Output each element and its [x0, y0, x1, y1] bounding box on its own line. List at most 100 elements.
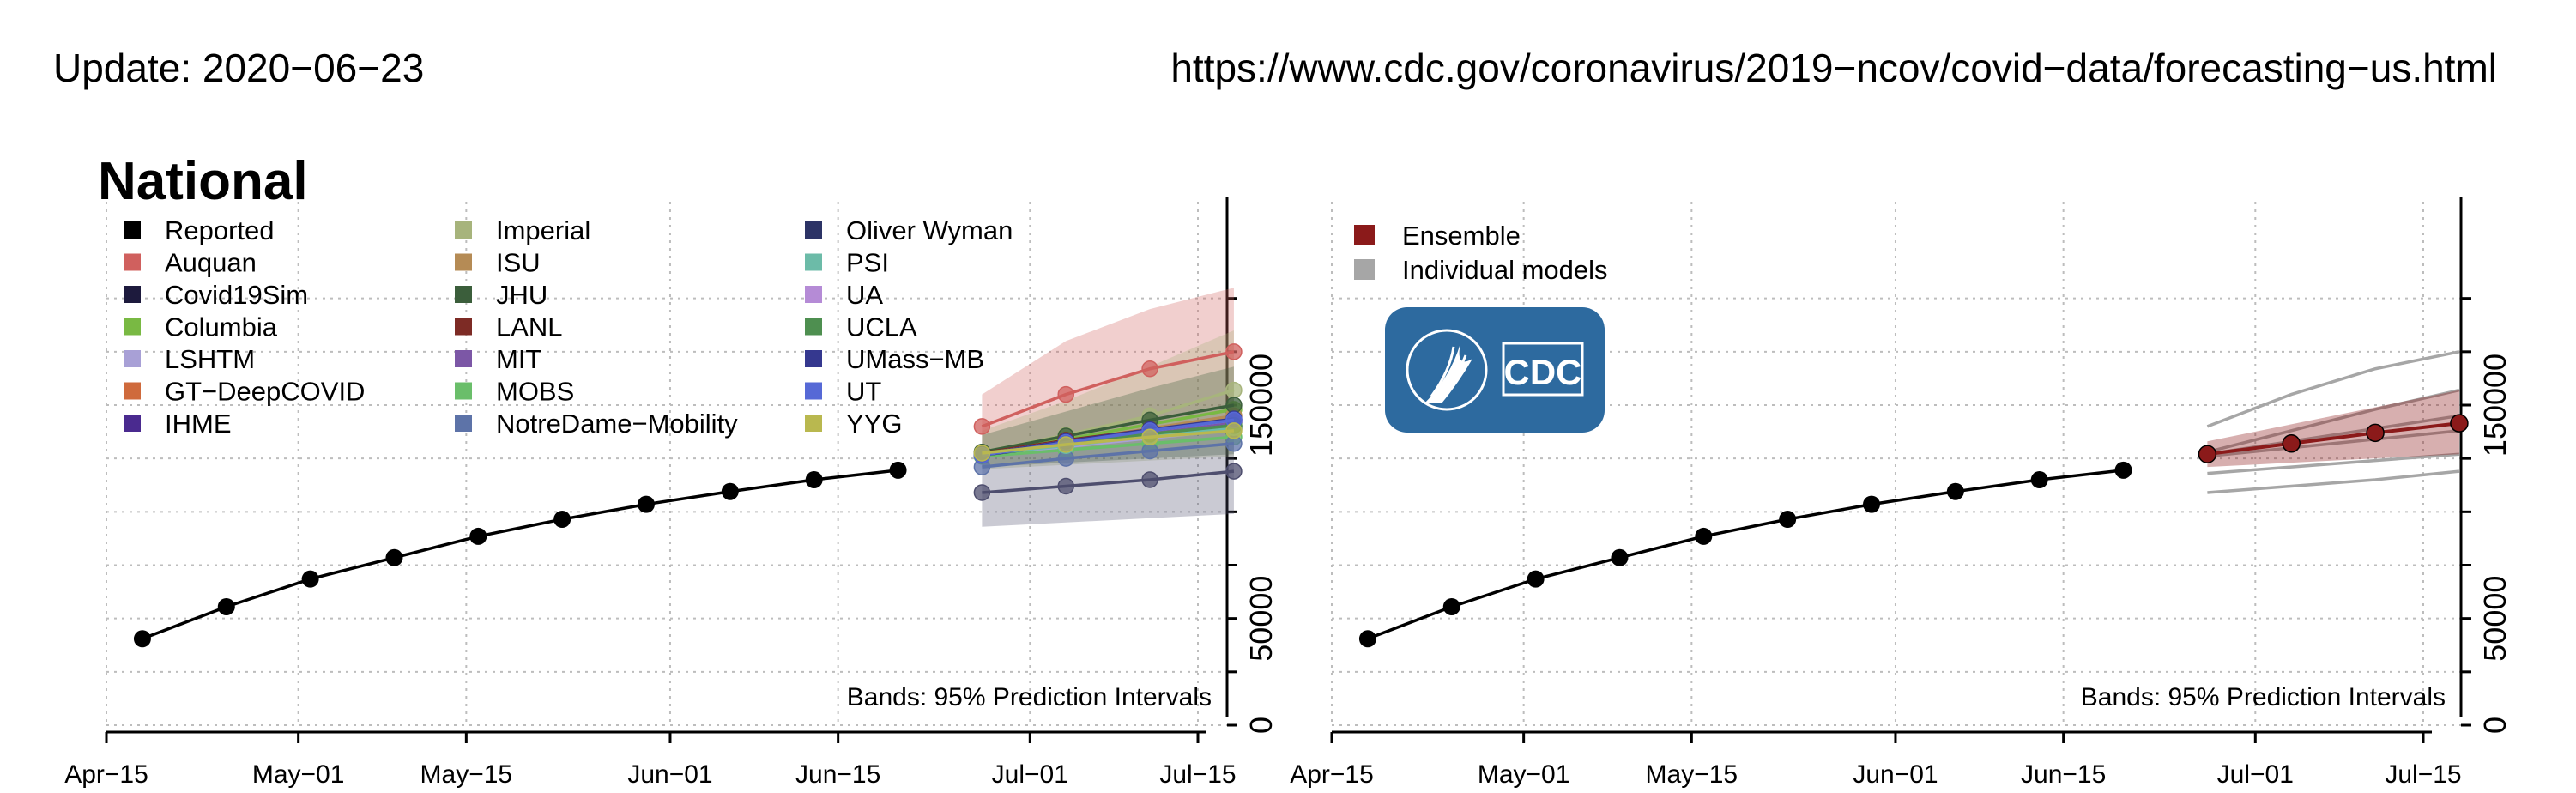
- forecast-point: [1141, 442, 1158, 460]
- x-tick-label: May−01: [1478, 760, 1570, 789]
- forecast-point: [973, 445, 991, 462]
- forecast-line: [981, 350, 1235, 428]
- forecast-point: [973, 484, 991, 501]
- legend-label: ISU: [496, 248, 541, 278]
- legend-swatch: [124, 318, 141, 336]
- legend-swatch: [805, 286, 822, 303]
- legend-swatch: [805, 415, 822, 432]
- ensemble-panel: Apr−15 May−01 May−15 Jun−01 Jun−15 Jul−01 Jul−…: [1290, 197, 2513, 789]
- legend-label: Covid19Sim: [165, 280, 308, 310]
- reported-point: [889, 461, 907, 479]
- reported-line: [142, 469, 898, 640]
- ensemble-point: [2198, 445, 2217, 463]
- legend-label: UA: [846, 280, 883, 310]
- legend-swatch: [805, 221, 822, 239]
- x-tick-label: Jul−15: [1159, 760, 1236, 789]
- legend-swatch: [124, 253, 141, 271]
- forecast-point: [1141, 471, 1158, 488]
- reported-point: [1611, 548, 1629, 566]
- ensemble-point: [2282, 434, 2301, 453]
- x-tick-label: Apr−15: [1290, 760, 1374, 789]
- legend-label: UMass−MB: [846, 344, 984, 374]
- x-tick-label: May−15: [1646, 760, 1738, 789]
- legend-swatch: [455, 253, 472, 271]
- x-tick-label: May−01: [252, 760, 345, 789]
- legend-swatch: [124, 350, 141, 367]
- forecast-point: [1057, 436, 1074, 453]
- legend-label: YYG: [846, 409, 902, 439]
- source-url[interactable]: https://www.cdc.gov/coronavirus/2019−nco…: [1170, 45, 2497, 90]
- ensemble-point: [2366, 423, 2385, 443]
- reported-point: [721, 482, 739, 500]
- legend-label: UCLA: [846, 312, 917, 342]
- reported-point: [385, 548, 403, 566]
- x-tick-label: Jun−01: [1853, 760, 1938, 789]
- legend-label: LSHTM: [165, 344, 255, 374]
- y-tick-label: 150000: [2477, 354, 2513, 457]
- cdc-wordmark: CDC: [1504, 352, 1582, 392]
- legend-label: LANL: [496, 312, 563, 342]
- reported-point: [805, 471, 823, 489]
- legend-label: MOBS: [496, 377, 574, 407]
- x-tick-label: Jun−15: [2021, 760, 2106, 789]
- reported-point: [1946, 482, 1964, 500]
- forecast-line: [982, 429, 1235, 455]
- x-tick-label: May−15: [420, 760, 513, 789]
- forecast-point: [1141, 360, 1158, 378]
- reported-point: [217, 597, 235, 615]
- forecast-line: [982, 469, 1235, 494]
- forecast-point: [1225, 343, 1243, 360]
- forecast-point: [1057, 477, 1074, 495]
- update-date: Update: 2020−06−23: [53, 45, 425, 90]
- legend-swatch: [805, 382, 822, 400]
- legend-label: PSI: [846, 248, 889, 278]
- legend-label: Individual models: [1402, 255, 1608, 285]
- legend-label: UT: [846, 377, 881, 407]
- y-tick-label: 50000: [2477, 576, 2513, 662]
- forecast-point: [1225, 381, 1243, 399]
- legend-swatch: [805, 318, 822, 336]
- legend-swatch: [455, 350, 472, 367]
- panel-title: National: [98, 152, 308, 211]
- legend-swatch: [455, 382, 472, 400]
- legend-label: Imperial: [496, 215, 590, 245]
- reported-point: [1358, 630, 1376, 648]
- hhs-eagle-wing: [1424, 343, 1472, 403]
- y-tick-label: 50000: [1243, 576, 1279, 662]
- reported-point: [1527, 570, 1545, 588]
- x-tick-label: Jun−15: [795, 760, 880, 789]
- reported-line: [1367, 469, 2124, 640]
- forecast-point: [973, 418, 991, 435]
- legend-label: Oliver Wyman: [846, 215, 1013, 245]
- cdc-wordmark-frame: [1502, 342, 1584, 396]
- ensemble-line: [2207, 421, 2460, 457]
- x-tick-label: Jul−15: [2385, 760, 2461, 789]
- x-tick-label: Jul−01: [992, 760, 1068, 789]
- x-tick-label: Jul−01: [2217, 760, 2294, 789]
- legend-label: IHME: [165, 409, 232, 439]
- forecast-line: [982, 435, 1235, 458]
- legend-label: Ensemble: [1402, 221, 1521, 251]
- legend-label: MIT: [496, 344, 541, 374]
- cdc-logo: CDC: [1385, 307, 1605, 433]
- forecast-point: [1057, 385, 1074, 403]
- reported-point: [1442, 597, 1460, 615]
- forecast-point: [1225, 396, 1243, 414]
- legend-swatch: [124, 382, 141, 400]
- legend-swatch: [455, 415, 472, 432]
- national-panel: Apr−15 May−01 May−15 Jun−01 Jun−15 Jul−01 Jul−…: [64, 152, 1279, 789]
- individual-model-line: [2207, 429, 2460, 458]
- reported-point: [1863, 495, 1881, 513]
- legend-swatch: [805, 350, 822, 367]
- individual-model-line: [2207, 452, 2460, 475]
- legend-label: JHU: [496, 280, 547, 310]
- legend-swatch: [124, 221, 141, 239]
- legend-swatch: [455, 286, 472, 303]
- legend-swatch: [1354, 259, 1375, 280]
- individual-model-line: [2207, 469, 2460, 494]
- legend-label: NotreDame−Mobility: [496, 409, 738, 439]
- reported-point: [301, 570, 319, 588]
- legend-swatch: [455, 221, 472, 239]
- reported-point: [1779, 511, 1797, 529]
